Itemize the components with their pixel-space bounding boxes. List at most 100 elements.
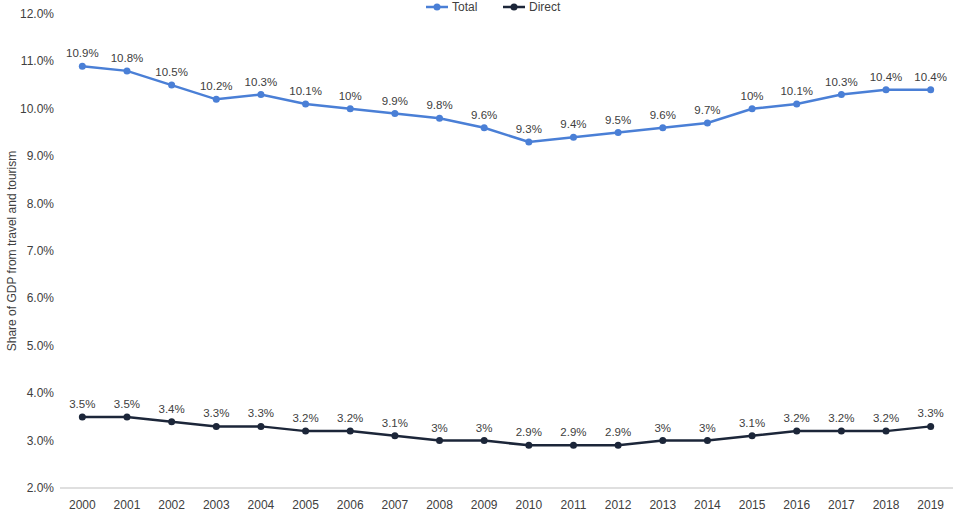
tick-mark [57, 203, 60, 204]
data-label: 10.2% [200, 80, 233, 92]
x-tick-label: 2010 [515, 498, 542, 512]
series-marker [302, 428, 309, 435]
x-axis [60, 488, 953, 489]
data-label: 10.3% [245, 76, 278, 88]
x-tick-label: 2002 [158, 498, 185, 512]
series-marker [436, 437, 443, 444]
series-marker [659, 124, 666, 131]
x-tick-label: 2006 [337, 498, 364, 512]
data-label: 9.6% [650, 109, 676, 121]
data-label: 10.1% [780, 85, 813, 97]
series-marker [257, 423, 264, 430]
series-marker [481, 437, 488, 444]
tick-mark [57, 108, 60, 109]
data-label: 10.8% [111, 52, 144, 64]
series-marker [570, 442, 577, 449]
data-label: 9.7% [694, 104, 720, 116]
data-label: 3% [431, 422, 448, 434]
x-tick-label: 2003 [203, 498, 230, 512]
data-label: 3.3% [248, 407, 274, 419]
x-tick-label: 2015 [739, 498, 766, 512]
series-marker [749, 105, 756, 112]
x-tick-label: 2007 [382, 498, 409, 512]
tick-mark [57, 61, 60, 62]
data-label: 2.9% [560, 426, 586, 438]
x-tick-label: 2001 [114, 498, 141, 512]
y-axis-label: Share of GDP from travel and tourism [5, 151, 19, 352]
y-tick-label: 9.0% [27, 149, 55, 163]
data-label: 10.9% [66, 47, 99, 59]
series-marker [391, 432, 398, 439]
y-tick-label: 2.0% [27, 481, 55, 495]
series-marker [257, 91, 264, 98]
tick-mark [57, 14, 60, 15]
series-marker [123, 413, 130, 420]
series-marker [213, 96, 220, 103]
series-marker [883, 428, 890, 435]
series-marker [883, 86, 890, 93]
legend: TotalDirect [426, 0, 561, 14]
y-tick-label: 8.0% [27, 197, 55, 211]
x-tick-label: 2017 [828, 498, 855, 512]
tick-mark [57, 156, 60, 157]
tick-mark [57, 298, 60, 299]
series-marker [793, 428, 800, 435]
x-tick-label: 2012 [605, 498, 632, 512]
data-label: 10% [741, 90, 764, 102]
series-marker [347, 105, 354, 112]
series-marker [481, 124, 488, 131]
series-marker [436, 115, 443, 122]
data-label: 10.5% [155, 66, 188, 78]
y-tick-label: 3.0% [27, 434, 55, 448]
series-marker [168, 82, 175, 89]
series-marker [838, 91, 845, 98]
series-marker [704, 120, 711, 127]
data-label: 3.2% [784, 412, 810, 424]
x-tick-label: 2000 [69, 498, 96, 512]
data-label: 3.1% [382, 417, 408, 429]
legend-label: Direct [529, 0, 561, 14]
series-marker [615, 442, 622, 449]
series-marker [704, 437, 711, 444]
data-label: 3.2% [337, 412, 363, 424]
series-marker [659, 437, 666, 444]
tick-mark [57, 251, 60, 252]
series-marker [749, 432, 756, 439]
data-label: 3.2% [828, 412, 854, 424]
tick-mark [57, 345, 60, 346]
x-tick-label: 2013 [649, 498, 676, 512]
y-tick-label: 7.0% [27, 244, 55, 258]
data-label: 9.8% [426, 99, 452, 111]
data-label: 10.4% [870, 71, 903, 83]
data-label: 2.9% [516, 426, 542, 438]
x-tick-label: 2008 [426, 498, 453, 512]
series-marker [391, 110, 398, 117]
data-label: 3% [699, 422, 716, 434]
data-label: 3.1% [739, 417, 765, 429]
data-labels: 10.9%10.8%10.5%10.2%10.3%10.1%10%9.9%9.8… [66, 47, 947, 438]
tick-mark [57, 440, 60, 441]
data-label: 3% [654, 422, 671, 434]
series-marker [79, 413, 86, 420]
y-tick-label: 5.0% [27, 339, 55, 353]
x-tick-label: 2009 [471, 498, 498, 512]
series-marker [168, 418, 175, 425]
y-tick-label: 10.0% [20, 102, 54, 116]
x-tick-label: 2014 [694, 498, 721, 512]
data-label: 10.1% [289, 85, 322, 97]
series-marker [615, 129, 622, 136]
data-label: 3.2% [873, 412, 899, 424]
x-tick-label: 2018 [873, 498, 900, 512]
y-tick-label: 4.0% [27, 386, 55, 400]
data-label: 9.3% [516, 123, 542, 135]
data-label: 3.4% [159, 403, 185, 415]
data-label: 9.6% [471, 109, 497, 121]
x-tick-label: 2011 [561, 498, 587, 512]
data-label: 10.3% [825, 76, 858, 88]
data-label: 3.2% [292, 412, 318, 424]
series-marker [123, 67, 130, 74]
data-label: 3% [476, 422, 493, 434]
series-marker [570, 134, 577, 141]
y-tick-label: 6.0% [27, 291, 55, 305]
series-marker [927, 86, 934, 93]
